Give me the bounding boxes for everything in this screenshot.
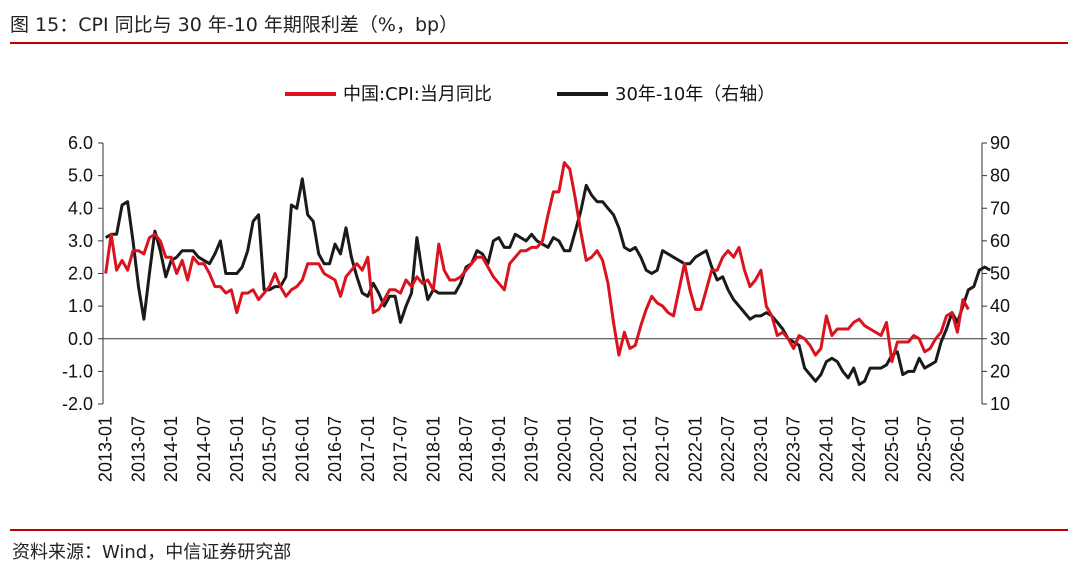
x-tick-label: 2017-01 [358, 416, 378, 482]
x-tick-label: 2014-01 [161, 416, 181, 482]
x-tick-label: 2017-07 [391, 416, 411, 482]
legend-label-cpi: 中国:CPI:当月同比 [343, 84, 492, 105]
right-tick-label: 10 [990, 394, 1010, 414]
x-tick-label: 2020-01 [554, 416, 574, 482]
x-tick-label: 2022-01 [685, 416, 705, 482]
legend-label-spread: 30年-10年（右轴） [615, 84, 775, 105]
right-tick-label: 80 [990, 166, 1010, 186]
series-line-spread [104, 177, 991, 386]
x-tick-label: 2018-07 [456, 416, 476, 482]
right-tick-label: 30 [990, 329, 1010, 349]
left-tick-label: 6.0 [68, 133, 93, 153]
x-tick-label: 2015-01 [227, 416, 247, 482]
right-axis-ticks: 90 80 70 60 50 40 30 20 10 [982, 133, 1010, 414]
footer-rule [10, 529, 1068, 531]
x-tick-label: 2016-07 [325, 416, 345, 482]
source-note: 资料来源：Wind，中信证券研究部 [12, 542, 292, 563]
figure-title: 图 15：CPI 同比与 30 年-10 年期限利差（%，bp） [10, 14, 459, 36]
x-tick-label: 2024-01 [816, 416, 836, 482]
left-tick-label: 4.0 [68, 198, 93, 218]
left-tick-label: 2.0 [68, 264, 93, 284]
x-tick-label: 2023-01 [751, 416, 771, 482]
x-tick-label: 2025-07 [915, 416, 935, 482]
x-tick-label: 2022-07 [718, 416, 738, 482]
left-axis-ticks: 6.0 5.0 4.0 3.0 2.0 1.0 0.0 -1.0 -2.0 [62, 133, 103, 414]
x-tick-label: 2013-01 [96, 416, 116, 482]
x-tick-label: 2023-07 [784, 416, 804, 482]
x-tick-label: 2019-01 [489, 416, 509, 482]
x-tick-label: 2024-07 [849, 416, 869, 482]
chart-area: 中国:CPI:当月同比 30年-10年（右轴） 6.0 5.0 4.0 3.0 2.0 1… [62, 84, 1010, 482]
x-tick-label: 2013-07 [128, 416, 148, 482]
right-tick-label: 70 [990, 198, 1010, 218]
right-tick-label: 90 [990, 133, 1010, 153]
title-rule [10, 42, 1068, 44]
right-tick-label: 40 [990, 296, 1010, 316]
series-lines [104, 161, 991, 386]
left-tick-label: -2.0 [62, 394, 93, 414]
x-tick-label: 2021-07 [653, 416, 673, 482]
right-tick-label: 60 [990, 231, 1010, 251]
left-tick-label: 3.0 [68, 231, 93, 251]
left-tick-label: 0.0 [68, 329, 93, 349]
x-tick-label: 2016-01 [292, 416, 312, 482]
x-tick-label: 2014-07 [194, 416, 214, 482]
series-line-cpi [104, 161, 970, 364]
left-tick-label: 1.0 [68, 296, 93, 316]
right-tick-label: 50 [990, 264, 1010, 284]
x-tick-label: 2025-01 [882, 416, 902, 482]
x-tick-label: 2021-01 [620, 416, 640, 482]
x-tick-label: 2026-01 [947, 416, 967, 482]
x-tick-label: 2019-07 [522, 416, 542, 482]
x-tick-label: 2015-07 [260, 416, 280, 482]
x-axis-ticks: 2013-01 2013-07 2014-01 2014-07 2015-01 2015-… [96, 416, 968, 482]
x-tick-label: 2020-07 [587, 416, 607, 482]
left-tick-label: -1.0 [62, 361, 93, 381]
right-tick-label: 20 [990, 361, 1010, 381]
left-tick-label: 5.0 [68, 166, 93, 186]
x-tick-label: 2018-01 [423, 416, 443, 482]
